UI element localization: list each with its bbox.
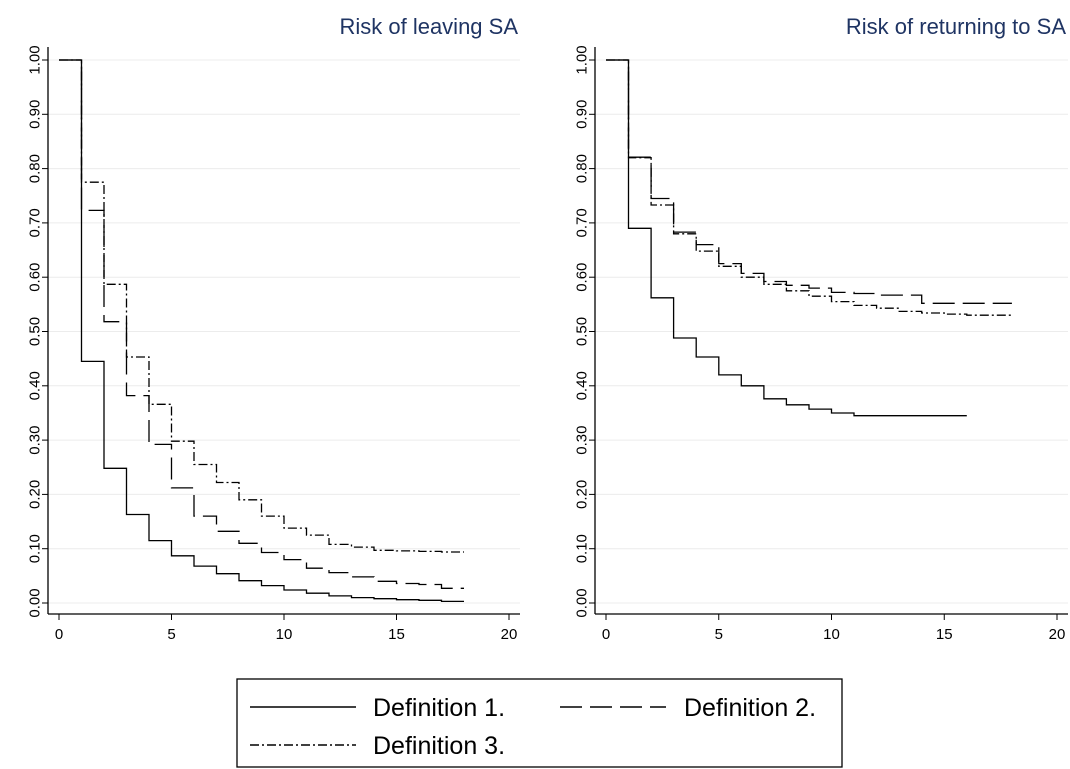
y-tick-label: 0.30 — [574, 425, 591, 454]
y-tick-label: 0.40 — [27, 371, 44, 400]
y-tick-label: 0.90 — [574, 100, 591, 129]
y-tick-label: 0.20 — [574, 480, 591, 509]
y-tick-label: 1.00 — [27, 45, 44, 74]
panels: 0.00 0.10 0.20 0.30 0.40 0.50 0.60 0.70 0.80 0.90… — [27, 14, 1068, 643]
panel-1: 0.00 0.10 0.20 0.30 0.40 0.50 0.60 0.70 0.80 0.90… — [27, 14, 520, 643]
legend-label: Definition 3. — [373, 732, 505, 760]
legend-item-3: Definition 3. — [250, 732, 505, 760]
panel-title: Risk of leaving SA — [339, 14, 518, 39]
x-tick-label: 10 — [823, 626, 840, 643]
y-tick-label: 0.60 — [27, 263, 44, 292]
y-tick-label: 0.90 — [27, 100, 44, 129]
y-tick-label: 0.70 — [574, 208, 591, 237]
series-line-definition-1 — [59, 59, 464, 603]
y-tick-label: 0.00 — [574, 588, 591, 617]
y-tick-label: 0.60 — [574, 263, 591, 292]
legend-box — [236, 678, 843, 768]
y-tick-label: 0.40 — [574, 371, 591, 400]
x-tick-label: 5 — [715, 626, 723, 643]
y-tick-label: 0.70 — [27, 208, 44, 237]
x-tick-label: 15 — [388, 626, 405, 643]
y-tick-label: 0.80 — [27, 154, 44, 183]
legend-item-2: Definition 2. — [560, 694, 816, 722]
y-tick-label: 0.20 — [27, 480, 44, 509]
series-line-definition-2 — [59, 59, 464, 589]
legend: Definition 1. Definition 2. Definition 3. — [236, 678, 843, 768]
y-tick-label: 1.00 — [574, 45, 591, 74]
y-tick-label: 0.50 — [574, 317, 591, 346]
y-tick-label: 0.10 — [27, 534, 44, 563]
x-tick-label: 5 — [167, 626, 175, 643]
x-tick-label: 15 — [936, 626, 953, 643]
legend-label: Definition 1. — [373, 694, 505, 722]
panel-title: Risk of returning to SA — [846, 14, 1066, 39]
y-tick-label: 0.80 — [574, 154, 591, 183]
series-line-definition-3 — [606, 59, 1012, 316]
legend-item-1: Definition 1. — [250, 694, 505, 722]
x-tick-label: 20 — [501, 626, 518, 643]
y-tick-label: 0.10 — [574, 534, 591, 563]
y-tick-label: 0.50 — [27, 317, 44, 346]
x-tick-label: 10 — [276, 626, 293, 643]
x-tick-label: 0 — [55, 626, 63, 643]
series-line-definition-1 — [606, 59, 967, 417]
legend-label: Definition 2. — [684, 694, 816, 722]
y-tick-label: 0.00 — [27, 588, 44, 617]
y-tick-label: 0.30 — [27, 425, 44, 454]
panel-2: 0.00 0.10 0.20 0.30 0.40 0.50 0.60 0.70 0.80 0.90… — [574, 14, 1068, 643]
x-tick-label: 0 — [602, 626, 610, 643]
x-tick-label: 20 — [1049, 626, 1066, 643]
series-line-definition-3 — [59, 59, 464, 553]
